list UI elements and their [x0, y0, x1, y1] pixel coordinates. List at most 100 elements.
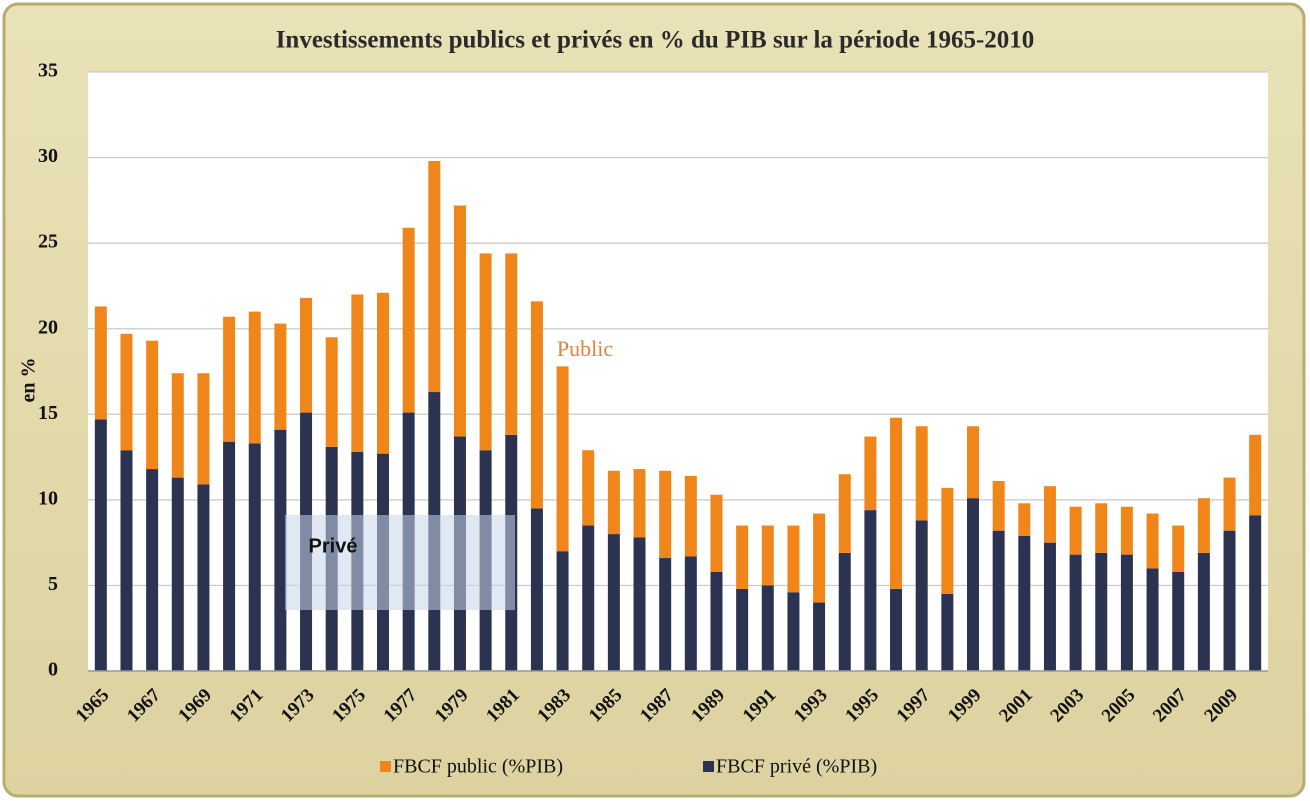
- bar-segment: [223, 316, 236, 442]
- annotation: Public: [557, 336, 613, 361]
- bar-segment: [274, 429, 287, 671]
- bar-segment: [1249, 434, 1262, 516]
- bar-segment: [1172, 525, 1185, 572]
- bar-segment: [223, 441, 236, 671]
- bar-segment: [736, 525, 749, 589]
- bar-segment: [351, 294, 364, 452]
- bar-segment: [582, 450, 595, 526]
- bar-segment: [248, 443, 261, 671]
- bar-segment: [120, 450, 133, 671]
- bar-segment: [146, 469, 159, 671]
- bar-segment: [453, 205, 466, 437]
- bar-segment: [684, 556, 697, 671]
- bar-segment: [941, 593, 954, 671]
- bar-segment: [171, 373, 184, 478]
- bar-segment: [710, 571, 723, 671]
- bar-segment: [197, 373, 210, 485]
- y-tick-label: 5: [48, 573, 58, 595]
- bar-segment: [1069, 506, 1082, 555]
- bar-segment: [890, 417, 903, 589]
- bar-segment: [1146, 568, 1159, 671]
- y-tick-label: 10: [38, 487, 58, 509]
- plot-area: [88, 72, 1268, 671]
- bar-segment: [300, 297, 313, 413]
- bar-segment: [1146, 513, 1159, 569]
- bar-segment: [1197, 552, 1210, 671]
- bar-segment: [146, 340, 159, 470]
- bar-segment: [197, 484, 210, 671]
- bar-segment: [967, 426, 979, 499]
- bar-segment: [992, 481, 1005, 531]
- y-tick-label: 35: [38, 60, 58, 82]
- bar-segment: [428, 160, 441, 393]
- bar-segment: [402, 227, 415, 413]
- bar-segment: [556, 366, 569, 552]
- bar-segment: [813, 602, 826, 671]
- bar-segment: [659, 558, 672, 671]
- y-tick-label: 30: [38, 145, 58, 167]
- bar-segment: [1018, 503, 1031, 536]
- bar-segment: [915, 426, 928, 521]
- bar-segment: [633, 469, 646, 538]
- bar-segment: [761, 525, 774, 586]
- legend-label: FBCF public (%PIB): [393, 756, 563, 778]
- bar-segment: [864, 510, 877, 671]
- bar-segment: [607, 534, 620, 671]
- bar-segment: [787, 525, 800, 593]
- bar-segment: [1120, 554, 1133, 671]
- bar-segment: [530, 301, 543, 509]
- y-tick-label: 25: [38, 231, 58, 253]
- bar-segment: [1095, 503, 1108, 553]
- bar-segment: [967, 498, 979, 671]
- y-tick-label: 15: [38, 402, 58, 424]
- bar-segment: [1043, 542, 1056, 671]
- annotation-box: [285, 515, 515, 610]
- legend: FBCF public (%PIB) FBCF privé (%PIB): [380, 756, 877, 778]
- bar-segment: [684, 475, 697, 557]
- bar-segment: [274, 323, 287, 430]
- y-tick-label: 20: [38, 316, 58, 338]
- bar-segment: [787, 592, 800, 671]
- legend-swatch: [703, 761, 714, 772]
- bar-segment: [941, 487, 954, 594]
- bar-segment: [864, 436, 877, 511]
- bar-segment: [325, 337, 338, 447]
- annotation: Privé: [309, 535, 358, 557]
- bar-segment: [633, 537, 646, 671]
- bar-segment: [838, 474, 851, 553]
- bar-segment: [94, 306, 107, 420]
- legend-label: FBCF privé (%PIB): [716, 756, 877, 778]
- bar-segment: [659, 470, 672, 559]
- bar-segment: [838, 552, 851, 671]
- bar-segment: [377, 292, 389, 454]
- bar-segment: [171, 477, 184, 671]
- bar-segment: [1223, 530, 1236, 671]
- bar-segment: [736, 588, 749, 671]
- chart-title: Investissements publics et privés en % d…: [276, 27, 1035, 54]
- bar-segment: [992, 530, 1005, 671]
- bar-segment: [1197, 498, 1210, 553]
- bar-segment: [710, 494, 723, 572]
- bar-segment: [915, 520, 928, 671]
- bar-segment: [1223, 477, 1236, 531]
- bar-segment: [1069, 554, 1082, 671]
- bar-segment: [1172, 571, 1185, 671]
- bar-segment: [1249, 515, 1262, 671]
- bar-segment: [761, 585, 774, 671]
- bar-segment: [1043, 486, 1056, 543]
- bar-segment: [1018, 535, 1031, 671]
- bar-segment: [813, 513, 826, 603]
- bar-segment: [505, 253, 518, 435]
- bar-segment: [890, 588, 903, 671]
- bar-segment: [248, 311, 261, 444]
- y-axis-label: en %: [18, 358, 40, 403]
- y-tick-label: 0: [48, 659, 58, 681]
- bar-segment: [582, 525, 595, 671]
- bar-segment: [94, 419, 107, 671]
- bar-segment: [1095, 552, 1108, 671]
- bar-segment: [1120, 506, 1133, 555]
- bar-segment: [607, 470, 620, 535]
- legend-swatch: [380, 761, 391, 772]
